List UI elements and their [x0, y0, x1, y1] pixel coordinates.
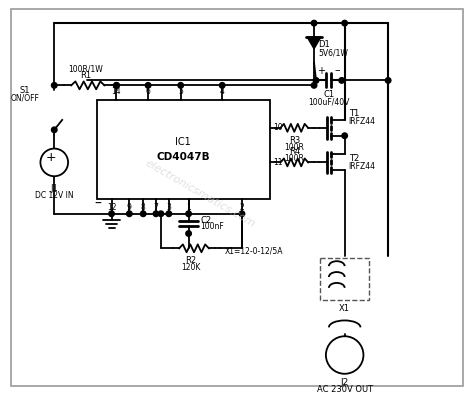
Text: 11: 11 [273, 158, 283, 167]
Circle shape [219, 83, 225, 88]
Circle shape [140, 211, 146, 216]
Circle shape [178, 83, 183, 88]
Text: X1: X1 [339, 304, 350, 313]
Text: 1: 1 [186, 203, 191, 212]
Text: R3: R3 [289, 136, 300, 145]
Text: R4: R4 [289, 146, 300, 156]
Text: R2: R2 [185, 256, 196, 265]
Text: 100uF/40V: 100uF/40V [308, 97, 349, 106]
Text: 10: 10 [273, 123, 283, 132]
Circle shape [342, 133, 347, 139]
Circle shape [385, 78, 391, 83]
Circle shape [158, 211, 164, 216]
Circle shape [342, 20, 347, 26]
Text: 6: 6 [146, 87, 151, 96]
Text: +: + [317, 66, 325, 75]
Circle shape [52, 83, 57, 88]
Polygon shape [307, 37, 321, 49]
Text: 100R/1W: 100R/1W [68, 64, 103, 73]
Text: DC 12V IN: DC 12V IN [35, 191, 73, 200]
Circle shape [109, 211, 114, 216]
Text: T2: T2 [348, 154, 359, 163]
Text: 120K: 120K [181, 263, 200, 272]
Bar [320, 258, 369, 300]
Circle shape [114, 83, 119, 88]
Circle shape [40, 148, 68, 176]
Circle shape [311, 20, 317, 26]
Text: 14: 14 [112, 87, 121, 96]
Text: AC 230V OUT: AC 230V OUT [317, 385, 373, 394]
Circle shape [127, 211, 132, 216]
Bar [97, 100, 270, 199]
Text: 2: 2 [239, 203, 244, 212]
Text: 100nF: 100nF [201, 222, 224, 231]
Circle shape [239, 211, 245, 216]
Text: C2: C2 [201, 216, 211, 225]
Text: C1: C1 [323, 90, 335, 99]
Text: 7: 7 [154, 203, 158, 212]
Text: –: – [94, 197, 101, 211]
Circle shape [146, 83, 151, 88]
Text: IRFZ44: IRFZ44 [348, 162, 375, 171]
Text: 3: 3 [166, 203, 171, 212]
Text: 100R: 100R [284, 154, 304, 162]
Circle shape [313, 78, 319, 83]
Text: CD4047B: CD4047B [156, 152, 210, 162]
Text: +: + [46, 151, 56, 164]
Text: J1: J1 [50, 184, 58, 193]
Text: X1=12-0-12/5A: X1=12-0-12/5A [225, 247, 283, 256]
Text: 8: 8 [141, 203, 146, 212]
Circle shape [311, 83, 317, 88]
Circle shape [166, 211, 172, 216]
Text: electronicsmatics.com: electronicsmatics.com [144, 158, 257, 229]
Text: 5: 5 [178, 87, 183, 96]
Circle shape [186, 211, 191, 216]
Text: D1: D1 [318, 40, 330, 49]
Circle shape [114, 83, 119, 88]
Circle shape [339, 78, 345, 83]
Circle shape [153, 211, 159, 216]
Text: 9: 9 [127, 203, 132, 212]
Text: R1: R1 [80, 71, 91, 80]
Circle shape [52, 127, 57, 133]
Text: –: – [334, 66, 339, 75]
Text: 12: 12 [107, 203, 116, 212]
Circle shape [326, 336, 364, 374]
Text: J2: J2 [340, 378, 349, 387]
Text: IRFZ44: IRFZ44 [348, 118, 375, 126]
Text: 100R: 100R [284, 143, 304, 152]
Text: IC1: IC1 [175, 137, 191, 146]
Text: 5V6/1W: 5V6/1W [318, 48, 348, 57]
Text: T1: T1 [348, 110, 359, 118]
Circle shape [186, 231, 191, 236]
Text: 4: 4 [220, 87, 225, 96]
Text: S1: S1 [19, 86, 30, 95]
Text: ON/OFF: ON/OFF [10, 94, 39, 103]
